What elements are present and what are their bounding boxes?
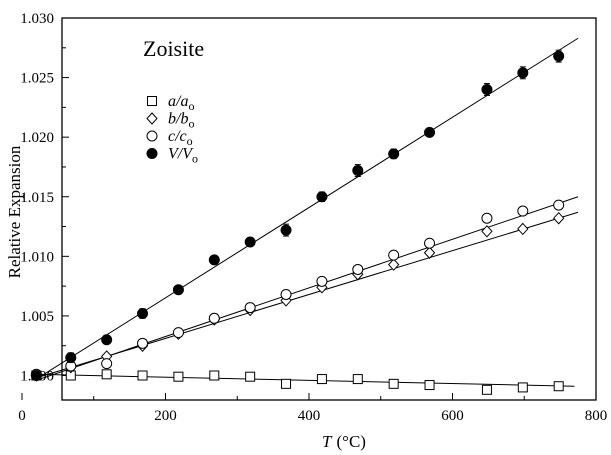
legend-label: a/ao: [168, 93, 194, 113]
y-tick-label: 1.030: [20, 11, 54, 27]
fit-line-filled-circle: [36, 37, 579, 380]
fit-line-open-circle: [36, 196, 579, 381]
legend-item: b/bo: [146, 111, 194, 131]
plot-frame: [61, 17, 597, 401]
data-point: [208, 312, 220, 324]
data-point: [423, 246, 436, 260]
legend-marker: [147, 96, 157, 106]
legend: a/aob/boc/coV/Vo: [146, 93, 198, 166]
data-point: [517, 205, 529, 217]
legend-item: a/ao: [147, 93, 194, 113]
legend-label-subscript: o: [188, 99, 194, 113]
y-tick-label: 1.020: [20, 130, 54, 146]
x-tick-label: 0: [18, 408, 26, 424]
data-point: [481, 212, 493, 224]
legend-label-subscript: o: [188, 117, 194, 131]
data-point: [481, 384, 492, 395]
data-point: [481, 84, 493, 95]
data-point: [244, 302, 256, 314]
data-point: [316, 191, 328, 203]
data-point: [553, 50, 565, 62]
data-point: [173, 371, 184, 382]
legend-marker: [146, 112, 158, 125]
y-tick-label: 1.025: [20, 71, 54, 87]
data-point: [352, 165, 364, 177]
legend-item: V/Vo: [146, 146, 198, 166]
fit-lines: [36, 37, 579, 387]
data-point: [65, 352, 77, 364]
data-point: [244, 236, 256, 248]
data-point: [424, 126, 436, 138]
data-point: [316, 275, 328, 287]
x-tick-label: 200: [154, 408, 177, 424]
data-point: [424, 380, 435, 391]
data-point: [137, 337, 149, 349]
data-points: [30, 49, 565, 395]
data-point: [553, 211, 565, 225]
data-point: [316, 374, 327, 385]
x-axis-variable: T: [322, 432, 333, 451]
y-tick-label: 1.005: [20, 309, 54, 325]
data-point: [352, 374, 363, 385]
legend-label-main: a/a: [168, 93, 188, 110]
legend-marker: [146, 148, 158, 159]
legend-label: V/Vo: [168, 146, 198, 166]
data-point: [517, 222, 529, 236]
data-point: [280, 224, 292, 236]
data-point: [553, 199, 565, 211]
fit-line-open-square: [36, 373, 575, 387]
series-filled-circle: [30, 49, 565, 381]
data-point: [245, 371, 256, 382]
data-point: [280, 288, 292, 300]
data-point: [352, 263, 364, 275]
legend-label: b/bo: [168, 111, 194, 131]
series-open-circle: [30, 199, 565, 380]
x-axis-label: T (°C): [322, 432, 366, 451]
legend-marker: [146, 130, 158, 142]
data-point: [209, 370, 220, 381]
y-tick-label: 1.000: [20, 369, 54, 385]
data-point: [172, 327, 184, 339]
legend-label-main: V/V: [168, 146, 194, 163]
data-point: [172, 284, 184, 296]
tick-labels: 0 200 400 600 800 1.000 1.005 1.010 1.015 1.020 1.…: [18, 11, 607, 424]
legend-label-main: b/b: [168, 111, 188, 128]
fit-line-open-diamond: [36, 211, 579, 379]
chart-annotation: Zoisite: [143, 36, 204, 61]
data-point: [517, 67, 529, 79]
data-point: [388, 249, 400, 261]
data-point: [553, 381, 564, 392]
x-axis-unit: (°C): [337, 432, 366, 451]
data-point: [101, 358, 113, 370]
legend-label: c/co: [168, 128, 193, 148]
data-point: [388, 148, 400, 160]
data-point: [137, 370, 148, 381]
x-tick-label: 600: [441, 408, 464, 424]
data-point: [388, 378, 399, 389]
data-point: [101, 369, 112, 380]
y-tick-label: 1.010: [20, 249, 54, 265]
x-tick-label: 800: [585, 408, 608, 424]
legend-label-subscript: o: [192, 152, 198, 166]
legend-item: c/co: [146, 128, 193, 148]
y-axis-label: Relative Expansion: [5, 145, 24, 278]
legend-label-subscript: o: [187, 134, 193, 148]
data-point: [281, 378, 292, 389]
data-point: [424, 237, 436, 249]
data-point: [30, 370, 42, 381]
data-point: [101, 334, 113, 346]
data-point: [208, 254, 220, 266]
data-point: [481, 225, 493, 238]
data-point: [387, 258, 400, 271]
legend-label-main: c/c: [168, 128, 187, 145]
series-open-diamond: [30, 211, 565, 382]
data-point: [517, 382, 528, 393]
series-open-square: [31, 369, 564, 395]
x-tick-label: 400: [298, 408, 321, 424]
data-point: [137, 308, 149, 320]
y-tick-label: 1.015: [20, 190, 54, 206]
